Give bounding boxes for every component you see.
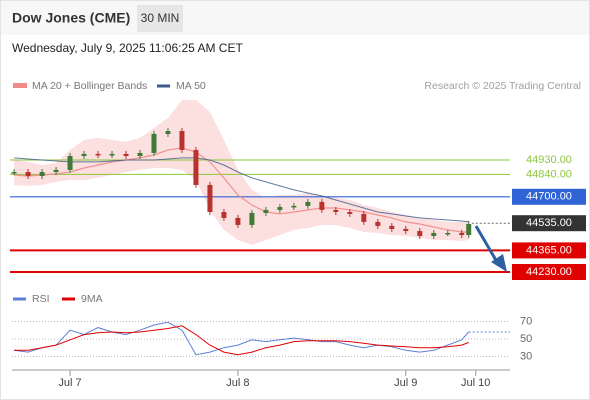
candle — [165, 131, 171, 134]
indicator-line — [14, 321, 470, 356]
level-label: 44700.00 — [526, 191, 572, 203]
candle — [179, 131, 185, 150]
legend-label: MA 50 — [176, 80, 206, 92]
level-label: 44230.00 — [526, 266, 572, 278]
candle — [235, 217, 241, 225]
candle — [277, 207, 283, 210]
legend-swatch — [13, 83, 27, 88]
source: Research © 2025 Trading Central — [424, 80, 581, 92]
indicator-line — [14, 325, 469, 356]
header-bar — [1, 1, 589, 35]
candle — [53, 169, 59, 172]
candle — [466, 224, 472, 236]
candle — [403, 228, 409, 232]
candle — [263, 209, 269, 213]
candle — [39, 172, 45, 176]
interval-tab[interactable] — [137, 5, 183, 32]
candle — [459, 232, 465, 236]
candle — [249, 212, 255, 225]
y-tick-label: 50 — [520, 333, 532, 345]
candle — [109, 153, 115, 156]
x-tick-label: Jul 10 — [461, 377, 490, 389]
candle — [221, 212, 227, 218]
candle — [431, 232, 437, 236]
candle — [123, 153, 129, 156]
forecast-arrowhead — [491, 254, 507, 272]
candle — [95, 153, 101, 156]
y-tick-label: 70 — [520, 315, 532, 327]
level-box — [512, 215, 586, 232]
moving-average — [14, 157, 469, 223]
candle — [361, 213, 367, 222]
candle — [417, 231, 423, 236]
candle — [67, 156, 73, 170]
x-tick-label: Jul 9 — [394, 377, 417, 389]
level-label: 44930.00 — [526, 154, 572, 166]
bollinger-band — [14, 100, 469, 245]
title: Dow Jones (CME) — [12, 10, 130, 26]
level-box — [512, 264, 586, 280]
candle — [25, 172, 31, 176]
candle — [151, 133, 157, 153]
level-label: 44535.00 — [526, 217, 572, 229]
y-tick-label: 30 — [520, 350, 532, 362]
level-box — [512, 188, 586, 205]
interval-label[interactable]: 30 MIN — [141, 11, 180, 25]
level-label: 44840.00 — [526, 168, 572, 180]
candle — [319, 201, 325, 210]
level-box — [512, 242, 586, 259]
legend-label: 9MA — [81, 293, 103, 305]
candle — [375, 221, 381, 226]
candle — [333, 209, 339, 212]
candle — [137, 152, 143, 156]
x-tick-label: Jul 8 — [226, 377, 249, 389]
legend-label: RSI — [32, 293, 50, 305]
candle — [11, 172, 17, 174]
timestamp: Wednesday, July 9, 2025 11:06:25 AM CET — [12, 41, 243, 55]
x-tick-label: Jul 7 — [58, 377, 81, 389]
moving-average — [14, 147, 469, 233]
candle — [193, 149, 199, 185]
candle — [291, 205, 297, 208]
legend-label: MA 20 + Bollinger Bands — [32, 80, 147, 92]
candle — [81, 153, 87, 156]
level-label: 44365.00 — [526, 244, 572, 256]
candle — [207, 184, 213, 212]
forecast-arrow — [474, 225, 499, 263]
candle — [305, 201, 311, 206]
candle — [347, 212, 353, 214]
candle — [445, 232, 451, 235]
candle — [389, 225, 395, 229]
